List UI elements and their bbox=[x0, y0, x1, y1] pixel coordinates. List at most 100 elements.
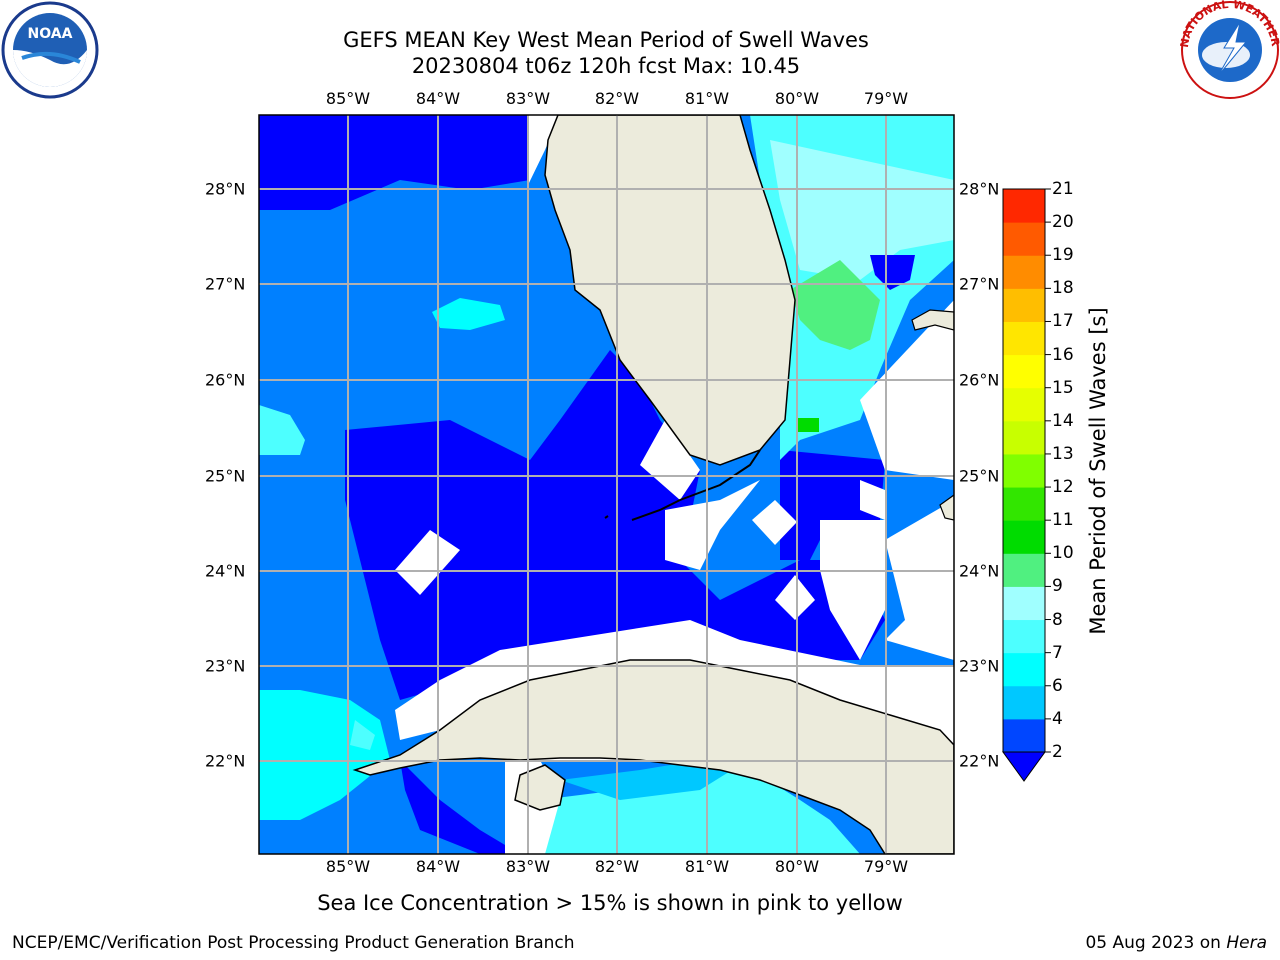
nodata-bahamas-2 bbox=[820, 520, 885, 660]
colorbar-segment bbox=[1003, 553, 1045, 587]
land-andros bbox=[939, 494, 954, 521]
lat-label-left: 25°N bbox=[205, 466, 246, 486]
lat-label-right: 27°N bbox=[959, 274, 1000, 294]
colorbar-tick-label: 15 bbox=[1052, 377, 1074, 398]
nodata-keys bbox=[665, 480, 760, 570]
lon-label-bottom: 79°W bbox=[863, 857, 909, 876]
colorbar-tick-label: 11 bbox=[1052, 510, 1074, 531]
lon-label-bottom: 80°W bbox=[774, 857, 820, 876]
map-field bbox=[259, 115, 954, 854]
footnote: Sea Ice Concentration > 15% is shown in … bbox=[317, 891, 903, 915]
colorbar-tick-label: 9 bbox=[1052, 576, 1063, 597]
colorbar-extension bbox=[1002, 751, 1046, 782]
chart-subtitle: 20230804 t06z 120h fcst Max: 10.45 bbox=[411, 54, 801, 78]
lon-label-top: 85°W bbox=[325, 89, 371, 108]
colorbar-tick-label: 10 bbox=[1052, 543, 1074, 564]
colorbar-tick-label: 13 bbox=[1052, 443, 1074, 464]
florida-keys bbox=[604, 449, 761, 521]
colorbar-segment bbox=[1003, 619, 1045, 654]
lat-label-right: 25°N bbox=[959, 466, 1000, 486]
field-under-atlantic bbox=[870, 255, 915, 290]
colorbar-segment bbox=[1003, 288, 1045, 322]
footer-date-text: 05 Aug 2023 on bbox=[1085, 933, 1227, 953]
colorbar-segment bbox=[1003, 189, 1045, 223]
colorbar-frame bbox=[1002, 188, 1046, 753]
noaa-logo-text: NOAA bbox=[28, 26, 73, 42]
field-6-7-blob bbox=[432, 298, 505, 330]
field-8-9-atlantic bbox=[770, 140, 954, 280]
nodata-straits bbox=[752, 500, 797, 545]
colorbar-tick-label: 6 bbox=[1052, 675, 1063, 696]
colorbar-tick-label: 2 bbox=[1052, 742, 1063, 762]
footer-date: 05 Aug 2023 on Hera bbox=[1085, 933, 1267, 953]
colorbar-tick-label: 21 bbox=[1052, 179, 1074, 199]
field-under-north bbox=[259, 115, 560, 210]
lat-label-left: 27°N bbox=[205, 274, 246, 294]
footer-credit: NCEP/EMC/Verification Post Processing Pr… bbox=[12, 933, 575, 953]
lat-label-right: 26°N bbox=[959, 370, 1000, 390]
field-4-6-south bbox=[560, 760, 740, 800]
colorbar-segment bbox=[1003, 222, 1045, 256]
colorbar-tick-label: 17 bbox=[1052, 311, 1074, 332]
lon-label-top: 84°W bbox=[415, 89, 461, 108]
nodata-east bbox=[885, 500, 954, 660]
field-9-10-atlantic bbox=[790, 260, 880, 350]
colorbar-segment bbox=[1003, 718, 1045, 753]
colorbar-label: Mean Period of Swell Waves [s] bbox=[1086, 307, 1110, 635]
nodata-bahamas bbox=[860, 480, 885, 520]
colorbar-segment bbox=[1003, 321, 1045, 356]
lon-label-top: 83°W bbox=[505, 89, 551, 108]
chart-title: GEFS MEAN Key West Mean Period of Swell … bbox=[343, 28, 869, 52]
colorbar-tick-label: 19 bbox=[1052, 245, 1074, 266]
lon-label-top: 81°W bbox=[684, 89, 730, 108]
nodata-keys-north bbox=[640, 420, 700, 500]
colorbar-segment bbox=[1003, 387, 1045, 422]
lon-label-bottom: 83°W bbox=[505, 857, 551, 876]
lat-label-left: 23°N bbox=[205, 656, 246, 676]
lon-label-top: 79°W bbox=[863, 89, 909, 108]
colorbar-tick-label: 8 bbox=[1052, 609, 1063, 630]
colorbar-segment bbox=[1003, 586, 1045, 621]
lat-label-right: 22°N bbox=[959, 751, 1000, 771]
colorbar-tick-label: 14 bbox=[1052, 410, 1074, 431]
colorbar-tick-label: 20 bbox=[1052, 212, 1074, 233]
colorbar-segment bbox=[1003, 420, 1045, 455]
colorbar-segment bbox=[1003, 354, 1045, 389]
colorbar-segment bbox=[1003, 520, 1045, 554]
field-7-8-west bbox=[259, 405, 305, 455]
colorbar-segment bbox=[1003, 685, 1045, 720]
field-under-south bbox=[400, 760, 520, 854]
colorbar-tick-label: 4 bbox=[1052, 708, 1063, 729]
colorbar-tick-label: 7 bbox=[1052, 642, 1063, 663]
lon-label-bottom: 84°W bbox=[415, 857, 461, 876]
field-under-east bbox=[780, 450, 885, 560]
lon-label-bottom: 82°W bbox=[594, 857, 640, 876]
lat-label-left: 22°N bbox=[205, 751, 246, 771]
lon-label-top: 80°W bbox=[774, 89, 820, 108]
lat-label-right: 28°N bbox=[959, 179, 1000, 199]
colorbar-segment bbox=[1003, 255, 1045, 289]
graticule bbox=[259, 115, 954, 854]
colorbar bbox=[1002, 188, 1051, 782]
noaa-logo: NOAA bbox=[1, 1, 99, 99]
lon-label-top: 82°W bbox=[594, 89, 640, 108]
footer-machine: Hera bbox=[1226, 933, 1267, 953]
nodata-bahamas-north bbox=[860, 300, 954, 480]
lat-label-left: 28°N bbox=[205, 179, 246, 199]
field-under-central bbox=[345, 350, 885, 700]
lat-label-right: 23°N bbox=[959, 656, 1000, 676]
lon-label-bottom: 85°W bbox=[325, 857, 371, 876]
colorbar-tick-label: 16 bbox=[1052, 344, 1074, 365]
colorbar-segment bbox=[1003, 453, 1045, 488]
lat-label-left: 26°N bbox=[205, 370, 246, 390]
lat-label-left: 24°N bbox=[205, 561, 246, 581]
colorbar-segment bbox=[1003, 652, 1045, 687]
land-bahamas bbox=[911, 309, 954, 331]
lon-label-bottom: 81°W bbox=[684, 857, 730, 876]
field-7-8-sw bbox=[350, 720, 375, 750]
nodata-gulf bbox=[395, 530, 460, 595]
field-10-11-spot bbox=[797, 418, 819, 432]
land-florida bbox=[544, 115, 796, 466]
